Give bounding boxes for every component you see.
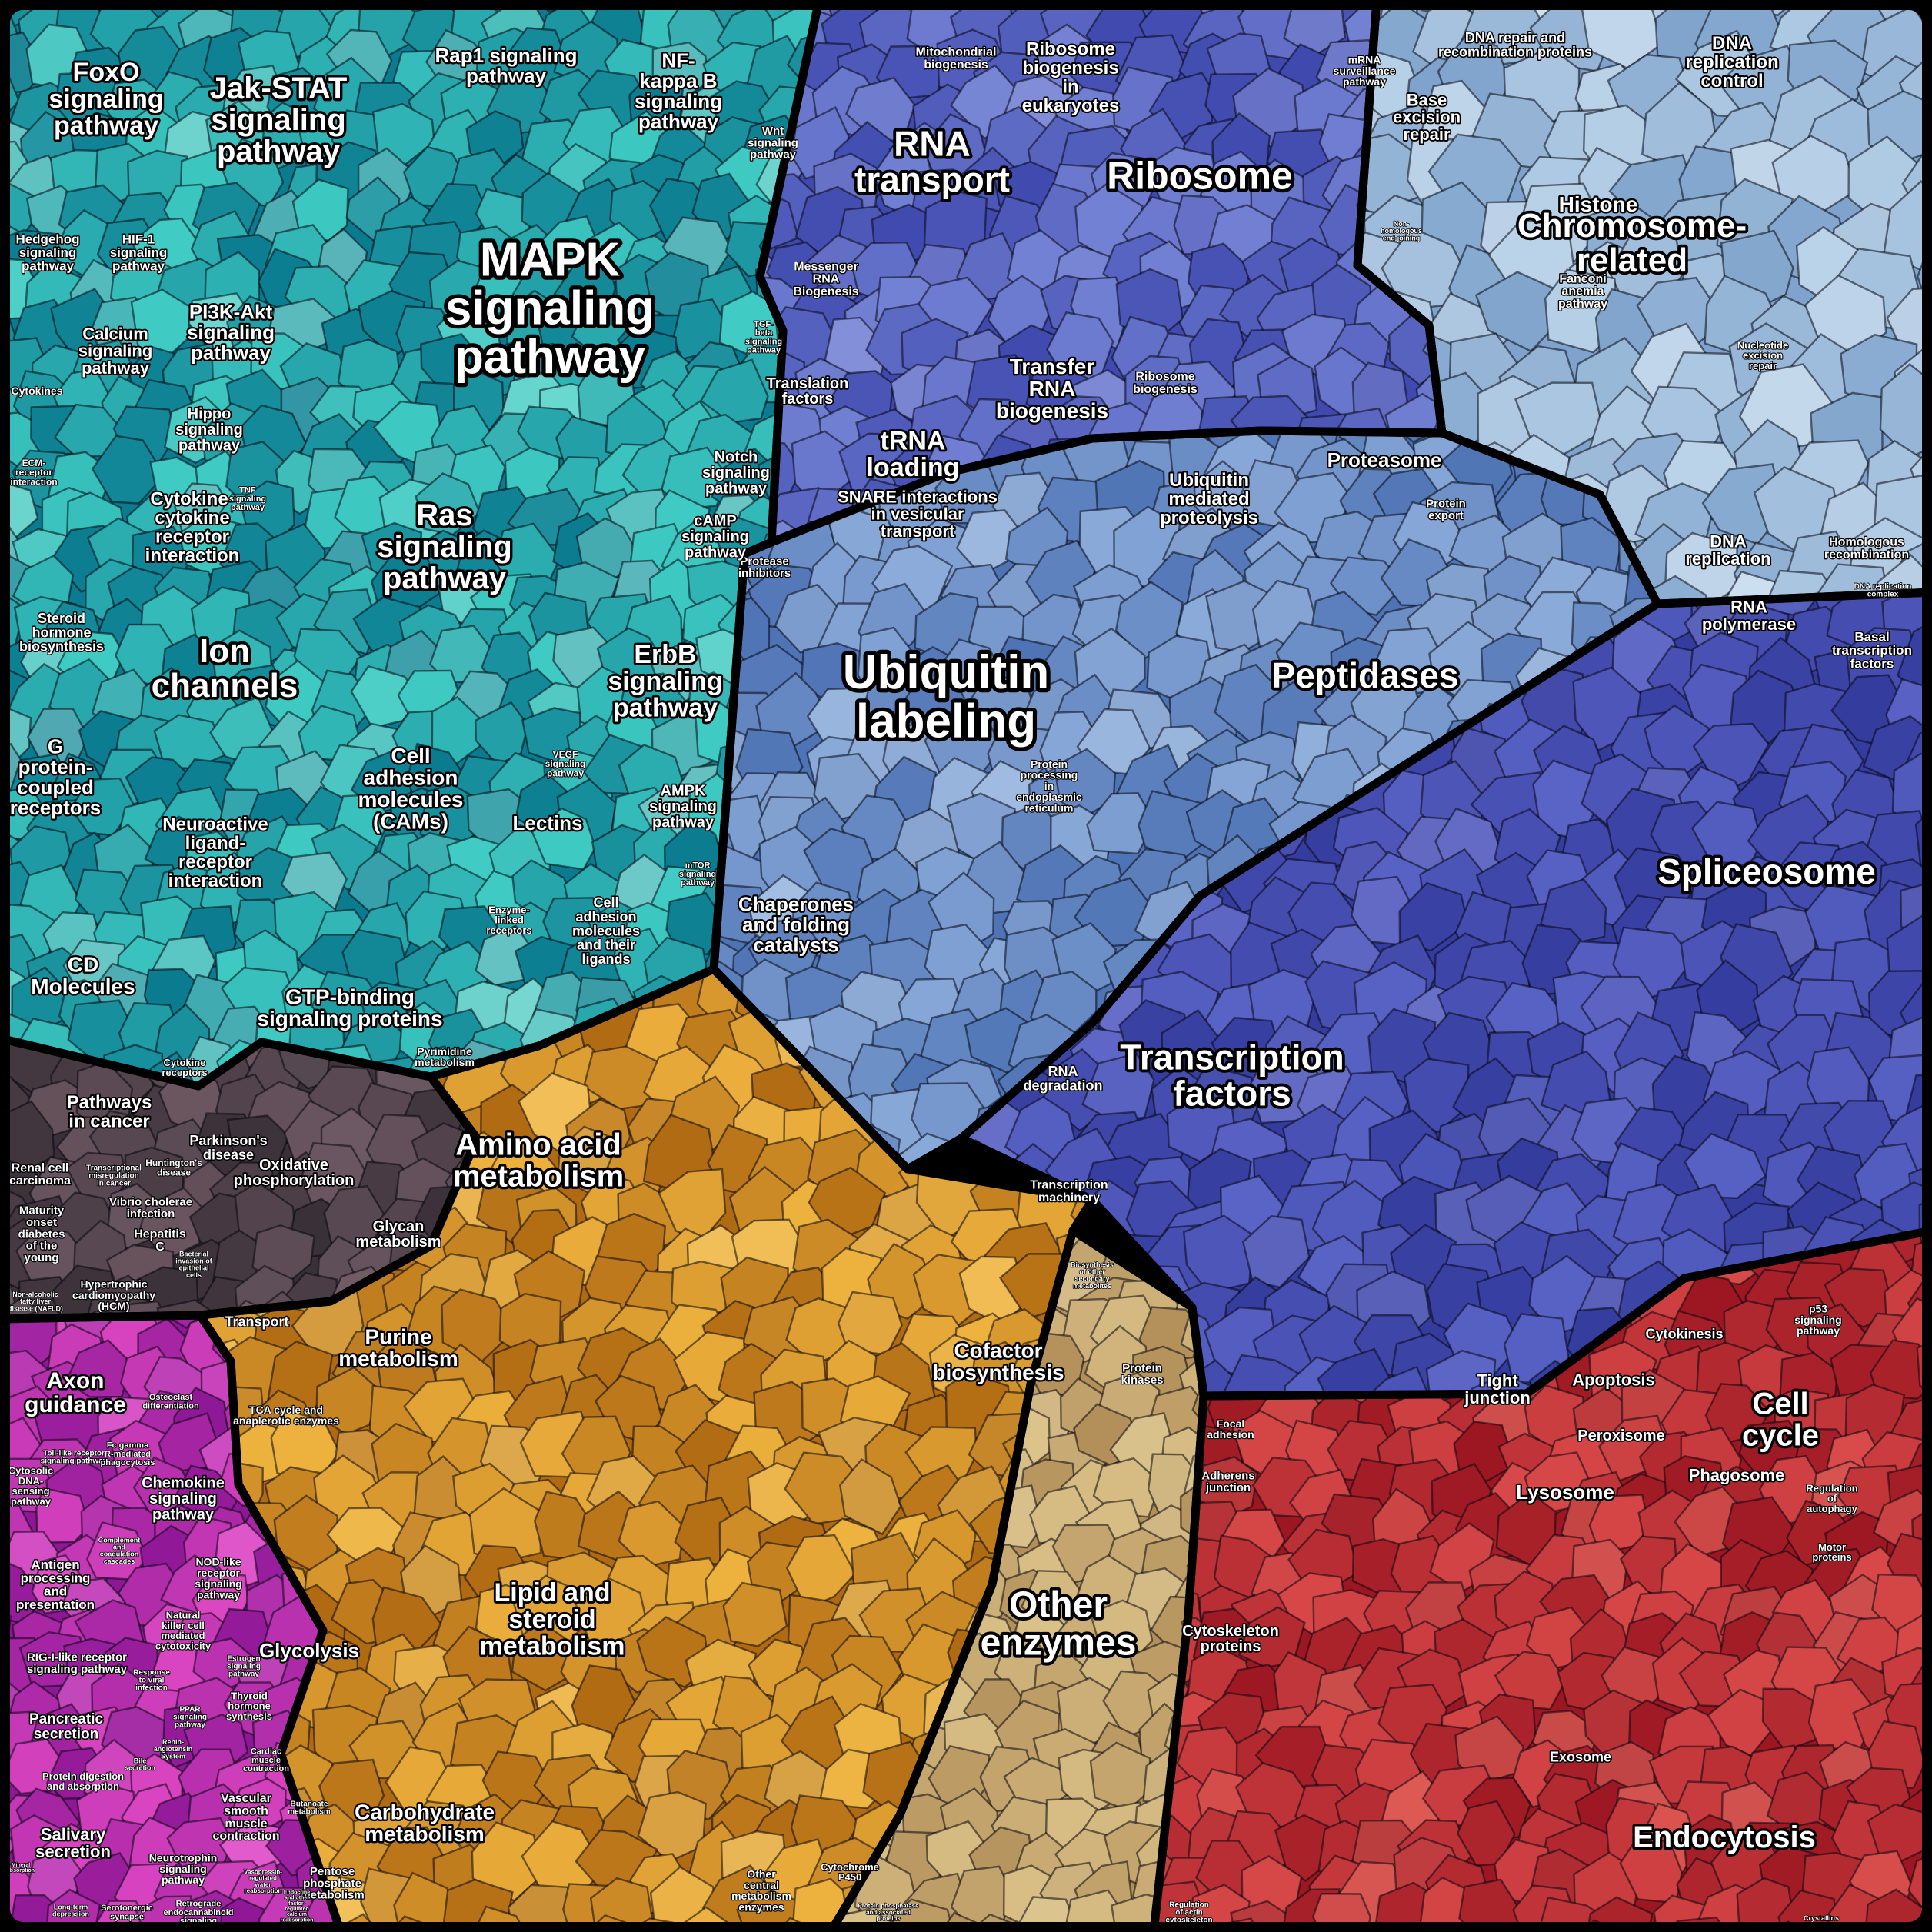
label-ribosome: Ribosome bbox=[1107, 155, 1293, 198]
label-maturity-onset-diabetes-of-the-young: Maturity onset diabetes of the young bbox=[18, 1204, 65, 1264]
label-fc-gamma-r-mediated-phagocytosis: Fc gamma R-mediated phagocytosis bbox=[101, 1441, 155, 1467]
label-proteasome: Proteasome bbox=[1327, 448, 1442, 471]
mosaic-cell bbox=[1914, 804, 1926, 878]
mosaic-cell bbox=[1357, 1365, 1435, 1396]
label-pancreatic-secretion: Pancreatic secretion bbox=[29, 1711, 104, 1742]
label-jak-stat-signaling-pathway: Jak-STAT signaling pathway bbox=[210, 72, 348, 168]
label-peptidases: Peptidases bbox=[1272, 655, 1459, 695]
label-endocytosis: Endocytosis bbox=[1633, 1820, 1816, 1854]
label-crystallins: Crystallins bbox=[1804, 1914, 1839, 1922]
label-mitochondrial-biogenesis: Mitochondrial biogenesis bbox=[916, 45, 997, 71]
label-chaperones-and-folding-catalysts: Chaperones and folding catalysts bbox=[738, 893, 854, 957]
mosaic-cell bbox=[130, 288, 192, 358]
label-ubiquitin-labeling: Ubiquitin labeling bbox=[843, 646, 1050, 748]
mosaic-cell bbox=[1086, 792, 1156, 855]
label-salivary-secretion: Salivary secretion bbox=[35, 1824, 111, 1860]
label-transcription-machinery: Transcription machinery bbox=[1030, 1178, 1108, 1204]
label-ubiquitin-mediated-proteolysis: Ubiquitin mediated proteolysis bbox=[1160, 470, 1258, 528]
label-pentose-phosphate-metabolism: Pentose phosphate metabolism bbox=[300, 1865, 364, 1902]
mosaic-cell bbox=[714, 758, 734, 831]
label-butanoate-metabolism: Butanoate metabolism bbox=[288, 1800, 331, 1816]
label-protease-inhibitors: Protease inhibitors bbox=[738, 555, 791, 580]
label-cytosolic-dna-sensing-pathway: Cytosolic DNA-sensing pathway bbox=[8, 1465, 54, 1507]
label-lysosome: Lysosome bbox=[1516, 1481, 1614, 1504]
label-fanconi-anemia-pathway: Fanconi anemia pathway bbox=[1558, 272, 1607, 311]
mosaic-cell bbox=[475, 701, 529, 766]
mosaic-cell bbox=[1917, 243, 1926, 319]
label-osteoclast-differentiation: Osteoclast differentiation bbox=[142, 1393, 199, 1411]
label-cell-cycle: Cell cycle bbox=[1742, 1387, 1819, 1453]
label-nod-like-receptor-signaling-pathway: NOD-like receptor signaling pathway bbox=[195, 1555, 242, 1601]
label-pi3k-akt-signaling-pathway: PI3K-Akt signaling pathway bbox=[187, 301, 275, 365]
mosaic-cell bbox=[1398, 881, 1469, 952]
label-thyroid-hormone-synthesis: Thyroid hormone synthesis bbox=[226, 1690, 272, 1722]
label-cytokine-cytokine-receptor-interaction: Cytokine-cytokine receptor interaction bbox=[145, 489, 240, 566]
label-rig-i-like-receptor-signaling-pathway: RIG-I-like receptor signaling pathway bbox=[27, 1651, 128, 1676]
label-glycolysis: Glycolysis bbox=[259, 1639, 359, 1662]
mosaic-cell bbox=[1317, 1347, 1398, 1396]
label-adherens-junction: Adherens junction bbox=[1201, 1470, 1254, 1494]
label-biosynthesis-of-other-secondary-metabolites: Biosynthesis of other secondary metabolites bbox=[1071, 1261, 1114, 1290]
label-renal-cell-carcinoma: Renal cell carcinoma bbox=[9, 1161, 71, 1187]
label-protein-kinases: Protein kinases bbox=[1121, 1362, 1163, 1387]
label-long-term-depression: Long-term depression bbox=[52, 1904, 89, 1918]
mosaic-cell bbox=[1718, 570, 1804, 604]
label-peroxisome: Peroxisome bbox=[1577, 1427, 1664, 1444]
mosaic-cell bbox=[1815, 563, 1893, 604]
label-homologous-recombination: Homologous recombination bbox=[1824, 535, 1909, 561]
label-estrogen-signaling-pathway: Estrogen signaling pathway bbox=[227, 1654, 261, 1678]
label-chemokine-signaling-pathway: Chemokine signaling pathway bbox=[142, 1475, 225, 1524]
mosaic-cell bbox=[138, 1187, 203, 1261]
label-motor-proteins: Motor proteins bbox=[1812, 1541, 1851, 1563]
label-cytokine-receptors: Cytokine receptors bbox=[162, 1057, 207, 1078]
label-hedgehog-signaling-pathway: Hedgehog signaling pathway bbox=[15, 232, 79, 274]
label-phagosome: Phagosome bbox=[1689, 1466, 1785, 1485]
label-vasopressin-regulated-water-reabsorption: Vasopressin-regulated water reabsorption bbox=[244, 1869, 282, 1894]
label-spliceosome: Spliceosome bbox=[1657, 851, 1876, 891]
mosaic-cell bbox=[1879, 363, 1926, 460]
label-protein-digestion-and-absorption: Protein digestion and absorption bbox=[42, 1770, 124, 1792]
label-calcium-signaling-pathway: Calcium signaling pathway bbox=[78, 324, 153, 378]
label-cytokinesis: Cytokinesis bbox=[1645, 1326, 1723, 1341]
label-carbohydrate-metabolism: Carbohydrate metabolism bbox=[355, 1800, 495, 1847]
label-complement-and-coagulation-cascades: Complement and coagulation cascades bbox=[98, 1536, 141, 1565]
label-trna-loading: tRNA loading bbox=[867, 427, 960, 483]
mosaic-cell bbox=[1684, 1132, 1767, 1200]
mosaic-cell bbox=[1896, 617, 1926, 700]
label-apoptosis: Apoptosis bbox=[1572, 1371, 1655, 1390]
mosaic-cell bbox=[226, 1114, 290, 1178]
mosaic-cell bbox=[1891, 752, 1926, 831]
mosaic-cell bbox=[73, 1310, 136, 1319]
label-toll-like-receptor-signaling-pathway: Toll-like receptor signaling pathway bbox=[41, 1449, 108, 1465]
label-exosome: Exosome bbox=[1550, 1749, 1611, 1764]
label-cytokines: Cytokines bbox=[12, 385, 63, 397]
label-protein-export: Protein export bbox=[1426, 498, 1466, 522]
label-amino-acid-metabolism: Amino acid metabolism bbox=[453, 1128, 624, 1194]
label-transport: Transport bbox=[225, 1314, 288, 1329]
label-ribosome-biogenesis-in-eukaryotes: Ribosome biogenesis in eukaryotes bbox=[1022, 39, 1120, 116]
label-pathways-in-cancer: Pathways in cancer bbox=[67, 1092, 152, 1131]
mosaic-cell bbox=[91, 435, 166, 505]
label-ribosome-biogenesis: Ribosome biogenesis bbox=[1133, 370, 1198, 395]
region-rna-ribosome-royal-blue bbox=[760, 6, 1442, 542]
label-pyrimidine-metabolism: Pyrimidine metabolism bbox=[415, 1045, 475, 1068]
label-lectins: Lectins bbox=[512, 811, 582, 834]
label-endocrine-and-other-factor-regulated-calcium-reabsorption: Endocrine and other factor-regulated calciu… bbox=[281, 1890, 314, 1924]
